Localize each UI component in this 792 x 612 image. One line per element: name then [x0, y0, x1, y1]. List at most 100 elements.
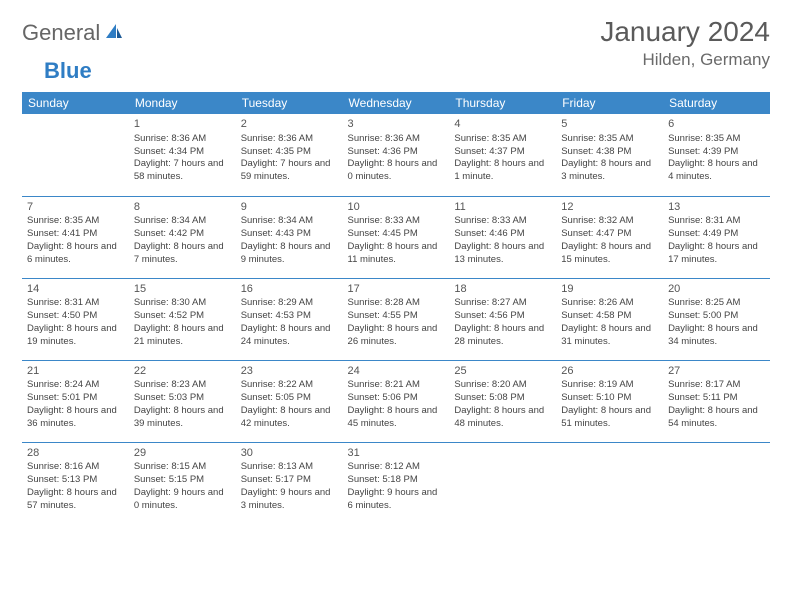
daylight-text: Daylight: 8 hours and 21 minutes.: [134, 323, 231, 349]
calendar-cell: 15Sunrise: 8:30 AMSunset: 4:52 PMDayligh…: [129, 278, 236, 360]
sunrise-text: Sunrise: 8:19 AM: [561, 379, 658, 392]
calendar-cell: 16Sunrise: 8:29 AMSunset: 4:53 PMDayligh…: [236, 278, 343, 360]
sunrise-text: Sunrise: 8:30 AM: [134, 297, 231, 310]
day-number: 18: [454, 282, 551, 297]
day-number: 5: [561, 117, 658, 132]
sunset-text: Sunset: 4:58 PM: [561, 310, 658, 323]
sunset-text: Sunset: 5:13 PM: [27, 474, 124, 487]
sunset-text: Sunset: 4:34 PM: [134, 146, 231, 159]
daylight-text: Daylight: 8 hours and 36 minutes.: [27, 405, 124, 431]
day-number: 4: [454, 117, 551, 132]
daylight-text: Daylight: 8 hours and 48 minutes.: [454, 405, 551, 431]
daylight-text: Daylight: 9 hours and 6 minutes.: [348, 487, 445, 513]
sunrise-text: Sunrise: 8:15 AM: [134, 461, 231, 474]
sunrise-text: Sunrise: 8:13 AM: [241, 461, 338, 474]
calendar-cell: 14Sunrise: 8:31 AMSunset: 4:50 PMDayligh…: [22, 278, 129, 360]
calendar-cell: 2Sunrise: 8:36 AMSunset: 4:35 PMDaylight…: [236, 114, 343, 196]
col-thu: Thursday: [449, 92, 556, 114]
day-number: 16: [241, 282, 338, 297]
daylight-text: Daylight: 8 hours and 1 minute.: [454, 158, 551, 184]
calendar-cell: 3Sunrise: 8:36 AMSunset: 4:36 PMDaylight…: [343, 114, 450, 196]
sunrise-text: Sunrise: 8:27 AM: [454, 297, 551, 310]
sunrise-text: Sunrise: 8:33 AM: [348, 215, 445, 228]
day-number: 12: [561, 200, 658, 215]
calendar-cell: 26Sunrise: 8:19 AMSunset: 5:10 PMDayligh…: [556, 360, 663, 442]
sunset-text: Sunset: 5:15 PM: [134, 474, 231, 487]
sunset-text: Sunset: 5:01 PM: [27, 392, 124, 405]
day-number: 6: [668, 117, 765, 132]
calendar-cell: [556, 442, 663, 524]
sunset-text: Sunset: 4:38 PM: [561, 146, 658, 159]
daylight-text: Daylight: 8 hours and 13 minutes.: [454, 241, 551, 267]
day-number: 21: [27, 364, 124, 379]
day-number: 14: [27, 282, 124, 297]
brand-part1: General: [22, 20, 100, 46]
daylight-text: Daylight: 8 hours and 17 minutes.: [668, 241, 765, 267]
brand-logo: General: [22, 16, 126, 46]
sunset-text: Sunset: 4:39 PM: [668, 146, 765, 159]
sunrise-text: Sunrise: 8:35 AM: [561, 133, 658, 146]
day-number: 31: [348, 446, 445, 461]
daylight-text: Daylight: 8 hours and 4 minutes.: [668, 158, 765, 184]
sunset-text: Sunset: 4:52 PM: [134, 310, 231, 323]
day-number: 2: [241, 117, 338, 132]
calendar-cell: 30Sunrise: 8:13 AMSunset: 5:17 PMDayligh…: [236, 442, 343, 524]
calendar-cell: 19Sunrise: 8:26 AMSunset: 4:58 PMDayligh…: [556, 278, 663, 360]
daylight-text: Daylight: 8 hours and 51 minutes.: [561, 405, 658, 431]
day-number: 13: [668, 200, 765, 215]
calendar-row: 21Sunrise: 8:24 AMSunset: 5:01 PMDayligh…: [22, 360, 770, 442]
sunset-text: Sunset: 4:45 PM: [348, 228, 445, 241]
sunrise-text: Sunrise: 8:26 AM: [561, 297, 658, 310]
sunrise-text: Sunrise: 8:36 AM: [134, 133, 231, 146]
sunset-text: Sunset: 5:18 PM: [348, 474, 445, 487]
day-number: 10: [348, 200, 445, 215]
calendar-cell: 29Sunrise: 8:15 AMSunset: 5:15 PMDayligh…: [129, 442, 236, 524]
calendar-row: 1Sunrise: 8:36 AMSunset: 4:34 PMDaylight…: [22, 114, 770, 196]
col-wed: Wednesday: [343, 92, 450, 114]
calendar-cell: 18Sunrise: 8:27 AMSunset: 4:56 PMDayligh…: [449, 278, 556, 360]
calendar-cell: 22Sunrise: 8:23 AMSunset: 5:03 PMDayligh…: [129, 360, 236, 442]
sunset-text: Sunset: 4:56 PM: [454, 310, 551, 323]
daylight-text: Daylight: 8 hours and 9 minutes.: [241, 241, 338, 267]
day-number: 27: [668, 364, 765, 379]
sunrise-text: Sunrise: 8:35 AM: [668, 133, 765, 146]
daylight-text: Daylight: 8 hours and 6 minutes.: [27, 241, 124, 267]
calendar-cell: 4Sunrise: 8:35 AMSunset: 4:37 PMDaylight…: [449, 114, 556, 196]
day-number: 20: [668, 282, 765, 297]
sunrise-text: Sunrise: 8:16 AM: [27, 461, 124, 474]
col-sun: Sunday: [22, 92, 129, 114]
daylight-text: Daylight: 8 hours and 45 minutes.: [348, 405, 445, 431]
calendar-body: 1Sunrise: 8:36 AMSunset: 4:34 PMDaylight…: [22, 114, 770, 524]
sunset-text: Sunset: 4:43 PM: [241, 228, 338, 241]
col-fri: Friday: [556, 92, 663, 114]
sunrise-text: Sunrise: 8:25 AM: [668, 297, 765, 310]
calendar-cell: 24Sunrise: 8:21 AMSunset: 5:06 PMDayligh…: [343, 360, 450, 442]
calendar-cell: 21Sunrise: 8:24 AMSunset: 5:01 PMDayligh…: [22, 360, 129, 442]
daylight-text: Daylight: 8 hours and 28 minutes.: [454, 323, 551, 349]
day-number: 23: [241, 364, 338, 379]
sunset-text: Sunset: 4:49 PM: [668, 228, 765, 241]
col-tue: Tuesday: [236, 92, 343, 114]
sunset-text: Sunset: 4:47 PM: [561, 228, 658, 241]
sunrise-text: Sunrise: 8:24 AM: [27, 379, 124, 392]
daylight-text: Daylight: 9 hours and 0 minutes.: [134, 487, 231, 513]
calendar-head: Sunday Monday Tuesday Wednesday Thursday…: [22, 92, 770, 114]
sunset-text: Sunset: 5:00 PM: [668, 310, 765, 323]
daylight-text: Daylight: 8 hours and 3 minutes.: [561, 158, 658, 184]
calendar-cell: 1Sunrise: 8:36 AMSunset: 4:34 PMDaylight…: [129, 114, 236, 196]
col-mon: Monday: [129, 92, 236, 114]
calendar-row: 7Sunrise: 8:35 AMSunset: 4:41 PMDaylight…: [22, 196, 770, 278]
sunrise-text: Sunrise: 8:34 AM: [241, 215, 338, 228]
sunrise-text: Sunrise: 8:36 AM: [241, 133, 338, 146]
sunrise-text: Sunrise: 8:34 AM: [134, 215, 231, 228]
day-number: 11: [454, 200, 551, 215]
day-number: 8: [134, 200, 231, 215]
sail-icon: [104, 22, 124, 45]
sunset-text: Sunset: 5:10 PM: [561, 392, 658, 405]
calendar-cell: 27Sunrise: 8:17 AMSunset: 5:11 PMDayligh…: [663, 360, 770, 442]
calendar-cell: 6Sunrise: 8:35 AMSunset: 4:39 PMDaylight…: [663, 114, 770, 196]
sunrise-text: Sunrise: 8:35 AM: [27, 215, 124, 228]
sunrise-text: Sunrise: 8:21 AM: [348, 379, 445, 392]
sunrise-text: Sunrise: 8:12 AM: [348, 461, 445, 474]
calendar-cell: 23Sunrise: 8:22 AMSunset: 5:05 PMDayligh…: [236, 360, 343, 442]
